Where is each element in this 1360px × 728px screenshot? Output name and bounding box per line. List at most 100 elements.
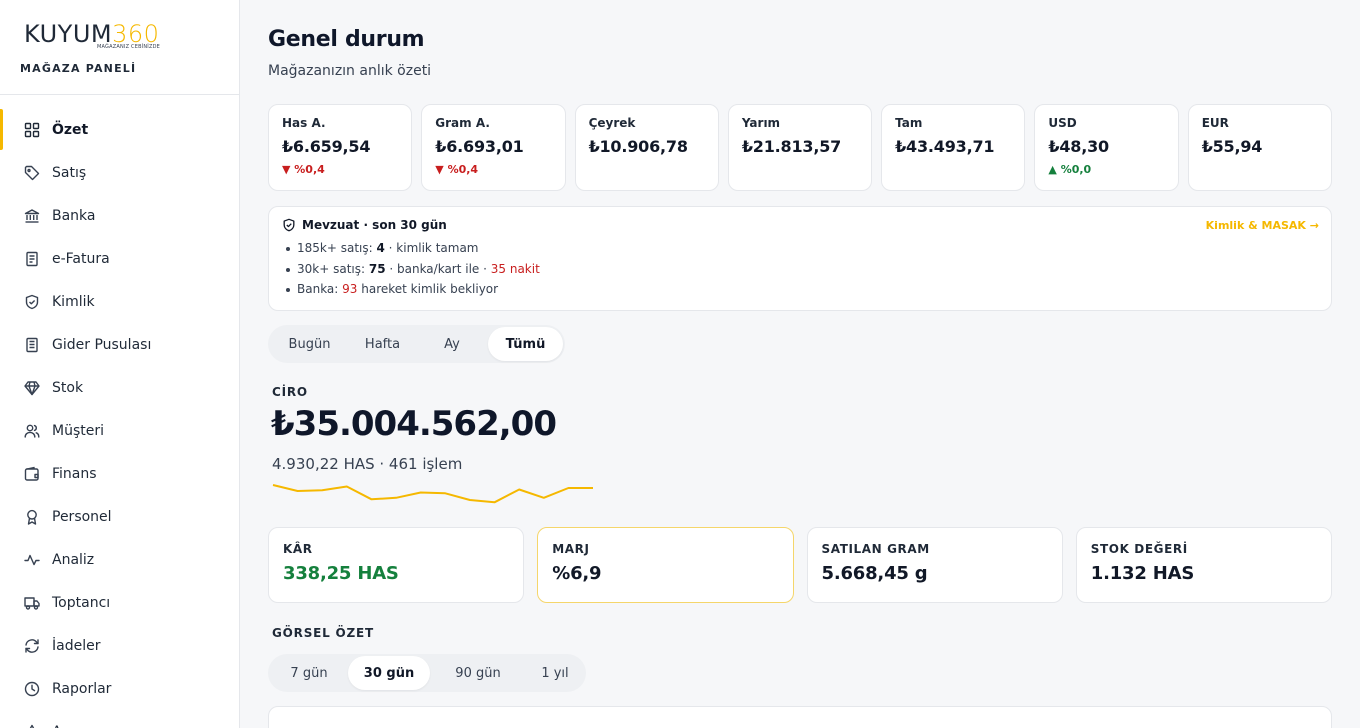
rate-value: ₺55,94 xyxy=(1201,137,1263,156)
sidebar-item-label: e-Fatura xyxy=(52,250,110,267)
rate-name: Yarım xyxy=(741,116,781,130)
rate-name: Çeyrek xyxy=(588,116,636,130)
rate-value: ₺10.906,78 xyxy=(588,137,688,156)
sidebar-item-label: Raporlar xyxy=(52,680,112,697)
compliance-count: 75 xyxy=(368,261,386,276)
kpi-value: 5.668,45 g xyxy=(821,563,928,584)
badge-icon xyxy=(24,509,40,525)
rate-card-tam[interactable]: Tam ₺43.493,71 xyxy=(881,104,1026,191)
sidebar-item-ay[interactable]: Ay xyxy=(0,710,239,728)
kpi-value: 338,25 HAS xyxy=(283,563,399,584)
kpi-label: MARJ xyxy=(552,542,590,556)
grid-icon xyxy=(24,122,40,138)
compliance-text: 185k+ satış: xyxy=(297,241,377,255)
compliance-cash-count: 35 nakit xyxy=(490,261,540,276)
tab-7-gun[interactable]: 7 gün xyxy=(290,665,328,681)
sidebar-item-label: İadeler xyxy=(52,637,101,654)
ciro-label: CİRO xyxy=(272,385,308,399)
wallet-icon xyxy=(24,466,40,482)
kpi-label: STOK DEĞERİ xyxy=(1090,542,1188,556)
compliance-item: 30k+ satış: 75 · banka/kart ile · 35 nak… xyxy=(282,259,1318,280)
sidebar-item-musteri[interactable]: Müşteri xyxy=(0,409,239,452)
rate-value: ₺6.659,54 xyxy=(282,137,371,156)
sidebar-item-toptanci[interactable]: Toptancı xyxy=(0,581,239,624)
sidebar-item-raporlar[interactable]: Raporlar xyxy=(0,667,239,710)
compliance-header: Mevzuat · son 30 gün xyxy=(282,218,1318,232)
range-tabs: 7 gün 30 gün 90 gün 1 yıl xyxy=(268,654,586,692)
panel-name: MAĞAZA PANELİ xyxy=(20,62,137,75)
rate-card-gram-altin[interactable]: Gram A. ₺6.693,01 ▼ %0,4 xyxy=(421,104,566,191)
tab-90-gun[interactable]: 90 gün xyxy=(455,665,501,681)
kpi-card-kar[interactable]: KÂR 338,25 HAS xyxy=(268,527,525,603)
rate-value: ₺6.693,01 xyxy=(435,137,524,156)
rate-name: Gram A. xyxy=(435,116,490,130)
compliance-card: Mevzuat · son 30 gün Kimlik & MASAK → 18… xyxy=(268,206,1332,311)
rate-card-yarim[interactable]: Yarım ₺21.813,57 xyxy=(727,104,873,191)
sidebar-item-label: Finans xyxy=(52,465,97,482)
compliance-text: · banka/kart ile · xyxy=(385,261,491,276)
kpi-card-stok-degeri[interactable]: STOK DEĞERİ 1.132 HAS xyxy=(1075,527,1332,603)
rate-name: Tam xyxy=(895,116,923,130)
sidebar-item-label: Gider Pusulası xyxy=(52,336,152,353)
sidebar-item-e-fatura[interactable]: e-Fatura xyxy=(0,237,239,280)
shield-icon xyxy=(24,294,40,310)
logo[interactable]: KUYUM360 MAĞAZANIZ CEBİNİZDE xyxy=(24,20,239,52)
kimlik-masak-link[interactable]: Kimlik & MASAK → xyxy=(1205,219,1319,232)
gorsel-ozet-label: GÖRSEL ÖZET xyxy=(272,626,375,640)
sidebar-item-stok[interactable]: Stok xyxy=(0,366,239,409)
tab-ay[interactable]: Ay xyxy=(444,336,460,352)
rate-name: Has A. xyxy=(282,116,326,130)
sidebar-item-label: Satış xyxy=(52,164,87,181)
page-subtitle: Mağazanızın anlık özeti xyxy=(268,63,432,79)
sidebar-item-personel[interactable]: Personel xyxy=(0,495,239,538)
tab-tumu[interactable]: Tümü xyxy=(488,327,563,361)
tab-1-yil[interactable]: 1 yıl xyxy=(541,665,569,681)
main-content: Genel durum Mağazanızın anlık özeti Has … xyxy=(240,0,1360,728)
sidebar-item-label: Analiz xyxy=(52,551,95,568)
sidebar-item-kimlik[interactable]: Kimlik xyxy=(0,280,239,323)
rate-card-eur[interactable]: EUR ₺55,94 xyxy=(1187,104,1332,191)
sidebar-item-label: Müşteri xyxy=(52,422,104,439)
document-icon xyxy=(24,337,40,353)
compliance-count: 4 xyxy=(376,241,385,255)
rate-name: EUR xyxy=(1201,116,1229,130)
page-title: Genel durum xyxy=(268,27,425,52)
compliance-item: 185k+ satış: 4 · kimlik tamam xyxy=(282,238,1318,259)
kpi-card-satilan-gram[interactable]: SATILAN GRAM 5.668,45 g xyxy=(806,527,1063,603)
sparkline-path xyxy=(272,484,593,504)
tab-hafta[interactable]: Hafta xyxy=(364,336,401,352)
compliance-text: 30k+ satış: xyxy=(297,261,369,276)
rate-card-usd[interactable]: USD ₺48,30 ▲ %0,0 xyxy=(1034,104,1179,191)
sidebar: KUYUM360 MAĞAZANIZ CEBİNİZDE MAĞAZA PANE… xyxy=(0,0,240,728)
diamond-icon xyxy=(24,380,40,396)
rate-card-ceyrek[interactable]: Çeyrek ₺10.906,78 xyxy=(574,104,719,191)
sidebar-item-analiz[interactable]: Analiz xyxy=(0,538,239,581)
users-icon xyxy=(24,423,40,439)
logo-wordmark: KUYUM xyxy=(24,20,113,48)
compliance-list: 185k+ satış: 4 · kimlik tamam 30k+ satış… xyxy=(282,238,1318,300)
sidebar-item-gider-pusulasi[interactable]: Gider Pusulası xyxy=(0,323,239,366)
compliance-title: Mevzuat · son 30 gün xyxy=(302,218,447,232)
chart-card xyxy=(268,706,1332,728)
sidebar-item-ozet[interactable]: Özet xyxy=(0,108,239,151)
warning-icon xyxy=(24,724,40,728)
sidebar-item-banka[interactable]: Banka xyxy=(0,194,239,237)
sidebar-item-label: Özet xyxy=(52,121,89,138)
compliance-item: Banka: 93 hareket kimlik bekliyor xyxy=(282,279,1318,300)
sidebar-item-finans[interactable]: Finans xyxy=(0,452,239,495)
tab-bugun[interactable]: Bugün xyxy=(288,336,331,352)
brand: KUYUM360 MAĞAZANIZ CEBİNİZDE MAĞAZA PANE… xyxy=(0,0,239,95)
sidebar-item-label: Ay xyxy=(52,724,69,728)
compliance-text: hareket kimlik bekliyor xyxy=(357,282,499,296)
kpi-value: %6,9 xyxy=(552,563,602,584)
compliance-text: Banka: xyxy=(297,282,343,296)
kpi-card-marj[interactable]: MARJ %6,9 xyxy=(537,527,794,603)
tab-30-gun[interactable]: 30 gün xyxy=(348,656,430,690)
rate-value: ₺43.493,71 xyxy=(895,137,995,156)
shield-check-icon xyxy=(282,218,296,232)
rate-card-has-altin[interactable]: Has A. ₺6.659,54 ▼ %0,4 xyxy=(268,104,413,191)
logo-tagline: MAĞAZANIZ CEBİNİZDE xyxy=(97,44,161,50)
sidebar-item-satis[interactable]: Satış xyxy=(0,151,239,194)
sidebar-item-iadeler[interactable]: İadeler xyxy=(0,624,239,667)
sidebar-item-label: Stok xyxy=(52,379,84,396)
